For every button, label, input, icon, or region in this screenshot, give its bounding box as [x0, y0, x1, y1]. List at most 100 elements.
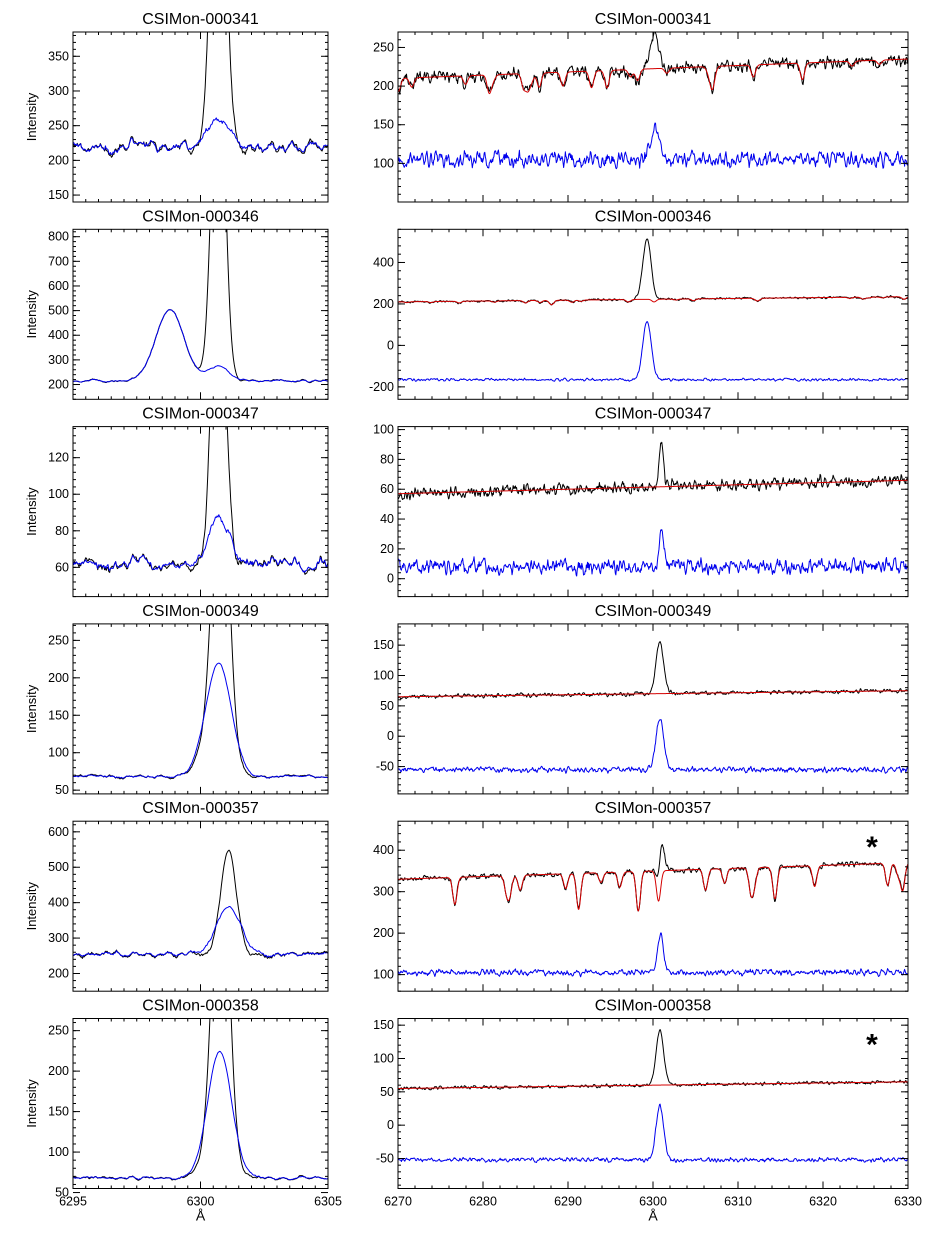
y-axis-label: Intensity: [24, 1079, 39, 1128]
series-residual: [73, 514, 328, 573]
series-observed: [73, 32, 328, 158]
x-tick-label: 6295: [59, 1195, 87, 1209]
y-tick-label: 400: [373, 255, 394, 269]
series-observed: [398, 441, 908, 501]
y-tick-label: 300: [48, 931, 69, 945]
panel-right-2: CSIMon-000346 -200 0 200 400: [369, 208, 909, 400]
x-tick-label: 6300: [187, 1195, 215, 1209]
panel-right-3: CSIMon-000347 0 20 40 60 80 100: [373, 406, 909, 598]
y-tick-label: 400: [373, 843, 394, 857]
series-residual: [398, 529, 908, 577]
series-residual: [398, 1103, 908, 1164]
significance-star: *: [866, 831, 878, 864]
series-residual: [398, 719, 908, 774]
y-tick-label: 700: [48, 254, 69, 268]
y-tick-label: 0: [387, 338, 394, 352]
y-tick-label: 500: [48, 304, 69, 318]
series-observed: [398, 1028, 908, 1091]
y-tick-label: 300: [48, 84, 69, 98]
panel-right-4: CSIMon-000349 -50 0 50 100 150: [373, 603, 909, 795]
x-tick-label: 6305: [314, 1195, 342, 1209]
y-axis-label: Intensity: [24, 487, 39, 536]
y-tick-label: 40: [380, 512, 394, 526]
panel-right-5: CSIMon-000357 100 200 300 400 *: [373, 800, 909, 992]
panel-right-6: CSIMon-000358 -50 0 50 100 150 6270 6280 6290 630…: [373, 998, 922, 1224]
x-axis-label: Å: [648, 1208, 658, 1224]
y-tick-label: -200: [369, 380, 394, 394]
y-tick-label: 250: [48, 633, 69, 647]
series-residual: [73, 1050, 328, 1181]
y-tick-label: 200: [48, 671, 69, 685]
y-tick-label: 0: [387, 729, 394, 743]
plot-frame: [397, 1018, 909, 1189]
y-tick-label: 80: [55, 524, 69, 538]
series-observed: [73, 623, 328, 780]
series-observed: [398, 844, 908, 912]
y-tick-label: 350: [48, 49, 69, 63]
panel-left-2: CSIMon-000346 200 300 400 500 600 700 800 Intens…: [24, 208, 329, 400]
y-tick-label: 50: [380, 699, 394, 713]
y-tick-label: 150: [373, 1018, 394, 1032]
plot-frame: [72, 820, 329, 992]
series-residual: [73, 906, 328, 958]
y-tick-label: 50: [380, 1085, 394, 1099]
y-tick-label: -50: [376, 1152, 394, 1166]
y-tick-label: 150: [373, 118, 394, 132]
y-tick-label: 600: [48, 825, 69, 839]
x-tick-label: 6330: [894, 1195, 922, 1209]
y-axis-label: Intensity: [24, 92, 39, 141]
y-tick-label: 100: [48, 487, 69, 501]
panel-title: CSIMon-000358: [142, 998, 259, 1015]
panel-left-1: CSIMon-000341 150 200 250 300 350 Intensity: [24, 11, 329, 203]
significance-star: *: [866, 1029, 878, 1062]
series-observed: [398, 238, 908, 306]
y-axis-label: Intensity: [24, 881, 39, 930]
plot-frame: [397, 820, 909, 992]
y-axis-label: Intensity: [24, 684, 39, 733]
y-tick-label: 250: [48, 1024, 69, 1038]
y-axis-label: Intensity: [24, 290, 39, 339]
y-tick-label: 60: [380, 482, 394, 496]
y-tick-label: 250: [48, 119, 69, 133]
plot-frame: [72, 31, 329, 203]
x-tick-label: 6270: [384, 1195, 412, 1209]
plot-frame: [72, 623, 329, 795]
panel-title: CSIMon-000341: [142, 11, 259, 28]
series-model: [398, 690, 908, 698]
series-model: [398, 58, 908, 95]
y-tick-label: 200: [373, 79, 394, 93]
series-residual: [398, 122, 908, 170]
panel-title: CSIMon-000349: [595, 603, 712, 620]
plot-frame: [397, 31, 909, 203]
y-tick-label: 400: [48, 328, 69, 342]
y-tick-label: 150: [373, 638, 394, 652]
series-model: [398, 1081, 908, 1089]
y-tick-label: 100: [373, 968, 394, 982]
panel-title: CSIMon-000349: [142, 603, 259, 620]
y-tick-label: 200: [48, 966, 69, 980]
series-model: [398, 479, 908, 495]
y-tick-label: 0: [387, 572, 394, 586]
x-tick-label: 6310: [724, 1195, 752, 1209]
y-tick-label: 50: [55, 783, 69, 797]
plot-frame: [72, 1018, 329, 1189]
y-tick-label: 800: [48, 230, 69, 244]
panel-left-5: CSIMon-000357 200 300 400 500 600 Intensity: [24, 800, 329, 992]
y-tick-label: 150: [48, 188, 69, 202]
y-tick-label: 100: [373, 669, 394, 683]
y-tick-label: 300: [48, 353, 69, 367]
y-tick-label: 150: [48, 708, 69, 722]
series-observed: [73, 849, 328, 959]
y-tick-label: 120: [48, 451, 69, 465]
y-tick-label: 100: [373, 1052, 394, 1066]
series-observed: [398, 641, 908, 700]
plot-frame: [72, 426, 329, 598]
panel-title: CSIMon-000346: [142, 208, 259, 225]
series-model: [398, 863, 908, 912]
y-tick-label: 200: [373, 926, 394, 940]
series-model: [398, 296, 908, 306]
series-residual: [73, 662, 328, 779]
panel-title: CSIMon-000347: [142, 406, 259, 423]
y-tick-label: 600: [48, 279, 69, 293]
